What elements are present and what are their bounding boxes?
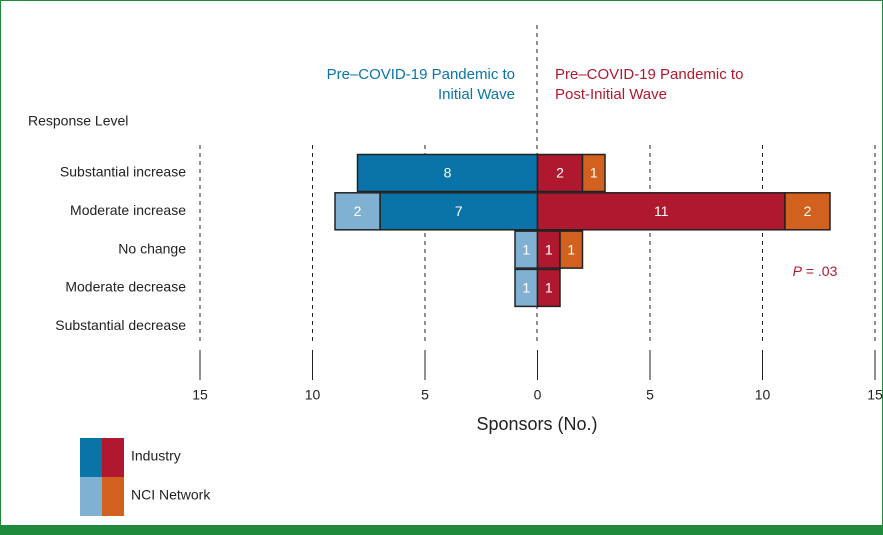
bar-label: 1 xyxy=(567,241,575,257)
bar-label: 8 xyxy=(444,165,452,181)
bar-label: 1 xyxy=(545,241,553,257)
bar-label: 1 xyxy=(522,241,530,257)
annotation: P = .03 xyxy=(793,263,838,279)
bar xyxy=(334,192,381,231)
bar-label: 2 xyxy=(804,203,812,219)
annotation-p: P xyxy=(793,263,803,279)
x-tick-label: 5 xyxy=(421,387,429,403)
legend-swatch xyxy=(102,477,124,516)
group-title: Initial Wave xyxy=(438,86,515,103)
legend-label: Industry xyxy=(131,448,181,464)
bar xyxy=(581,153,606,193)
x-tick-label: 5 xyxy=(646,387,654,403)
group-title: Pre–COVID-19 Pandemic to xyxy=(327,66,515,83)
category-label: No change xyxy=(118,240,186,256)
legend-label: NCI Network xyxy=(131,487,211,503)
x-tick-label: 10 xyxy=(755,387,771,403)
legend-swatch xyxy=(102,438,124,477)
bar xyxy=(356,153,539,193)
bar-label: 11 xyxy=(654,203,669,219)
group-title: Post-Initial Wave xyxy=(555,86,667,103)
group-title: Pre–COVID-19 Pandemic to xyxy=(555,66,743,83)
category-label: Substantial increase xyxy=(60,164,186,180)
legend-swatch xyxy=(80,438,102,477)
bar-label: 1 xyxy=(590,165,598,181)
bar-label: 2 xyxy=(556,165,564,181)
bar xyxy=(559,230,584,269)
x-tick-label: 15 xyxy=(867,387,883,403)
bar-label: 2 xyxy=(354,203,362,219)
footer-band xyxy=(0,525,883,535)
bar-label: 7 xyxy=(455,203,463,219)
x-tick-label: 0 xyxy=(534,387,542,403)
bar xyxy=(536,153,584,193)
bar xyxy=(536,268,561,308)
annotation-text: = .03 xyxy=(802,263,838,279)
category-label: Moderate decrease xyxy=(65,279,186,295)
bar-label: 1 xyxy=(545,280,553,296)
bar xyxy=(536,192,786,231)
category-label: Moderate increase xyxy=(70,202,186,218)
x-axis-title: Sponsors (No.) xyxy=(476,414,597,434)
x-tick-label: 10 xyxy=(305,387,321,403)
y-axis-title: Response Level xyxy=(28,113,128,129)
bar xyxy=(379,192,539,231)
category-label: Substantial decrease xyxy=(55,317,186,333)
x-tick-label: 15 xyxy=(192,387,208,403)
bar-label: 1 xyxy=(522,280,530,296)
legend-swatch xyxy=(80,477,102,516)
bar xyxy=(784,192,831,231)
